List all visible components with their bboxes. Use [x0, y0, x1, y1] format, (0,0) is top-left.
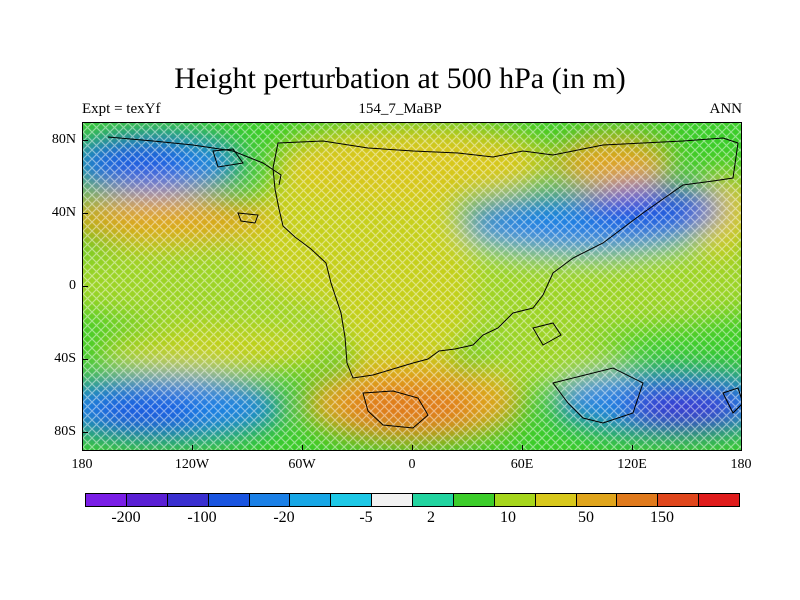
colorbar-label: -100 [187, 509, 217, 526]
continent-outlines [107, 136, 741, 429]
lon-label-120w: 120W [174, 457, 210, 472]
colorbar [85, 493, 740, 507]
lon-label-0: 0 [408, 457, 416, 472]
period-label: 154_7_MaBP [358, 101, 442, 117]
lon-tick [632, 445, 633, 451]
lon-label-60w: 60W [288, 457, 316, 472]
lat-label-40n: 40N [51, 205, 76, 220]
colorbar-label: -20 [273, 509, 295, 526]
season-label: ANN [709, 101, 743, 117]
colorbar-label: 150 [650, 509, 674, 526]
colorbar-cell [494, 494, 536, 506]
colorbar-cell [290, 494, 332, 506]
lat-tick [82, 359, 88, 360]
colorbar-label: 2 [427, 509, 435, 526]
colorbar-label: 50 [578, 509, 594, 526]
colorbar-cell [249, 494, 291, 506]
lon-tick [412, 445, 413, 451]
lat-tick [82, 213, 88, 214]
colorbar-cell [331, 494, 373, 506]
lat-label-40s: 40S [54, 351, 76, 366]
colorbar-cell [453, 494, 495, 506]
lat-label-80n: 80N [51, 132, 76, 147]
colorbar-cell [126, 494, 168, 506]
map-title: Height perturbation at 500 hPa (in m) [174, 62, 626, 95]
colorbar-cell [576, 494, 618, 506]
lat-tick [82, 432, 88, 433]
colorbar-cell [535, 494, 577, 506]
height-perturbation-map [83, 123, 741, 450]
colorbar-cell [86, 494, 127, 506]
colorbar-label: -5 [359, 509, 373, 526]
lat-tick [82, 140, 88, 141]
lon-label-180e: 180 [730, 457, 752, 472]
map-panel [82, 122, 742, 451]
lon-tick [192, 445, 193, 451]
lon-label-60e: 60E [510, 457, 534, 472]
lon-label-120e: 120E [617, 457, 647, 472]
colorbar-cell [167, 494, 209, 506]
significance-hatching [83, 123, 741, 450]
colorbar-cell [413, 494, 454, 506]
colorbar-cell [617, 494, 659, 506]
colorbar-cell [208, 494, 250, 506]
colorbar-cell [658, 494, 700, 506]
lon-tick [741, 445, 742, 451]
lon-tick [302, 445, 303, 451]
lat-label-0: 0 [69, 278, 76, 293]
lon-label-180w: 180 [71, 457, 93, 472]
lon-tick [522, 445, 523, 451]
colorbar-label: -200 [111, 509, 141, 526]
lon-tick [82, 445, 83, 451]
colorbar-label: 10 [500, 509, 516, 526]
colorbar-cell [372, 494, 413, 506]
experiment-label: Expt = texYf [82, 101, 161, 117]
colorbar-cell [699, 494, 739, 506]
lat-tick [82, 286, 88, 287]
lat-label-80s: 80S [54, 424, 76, 439]
